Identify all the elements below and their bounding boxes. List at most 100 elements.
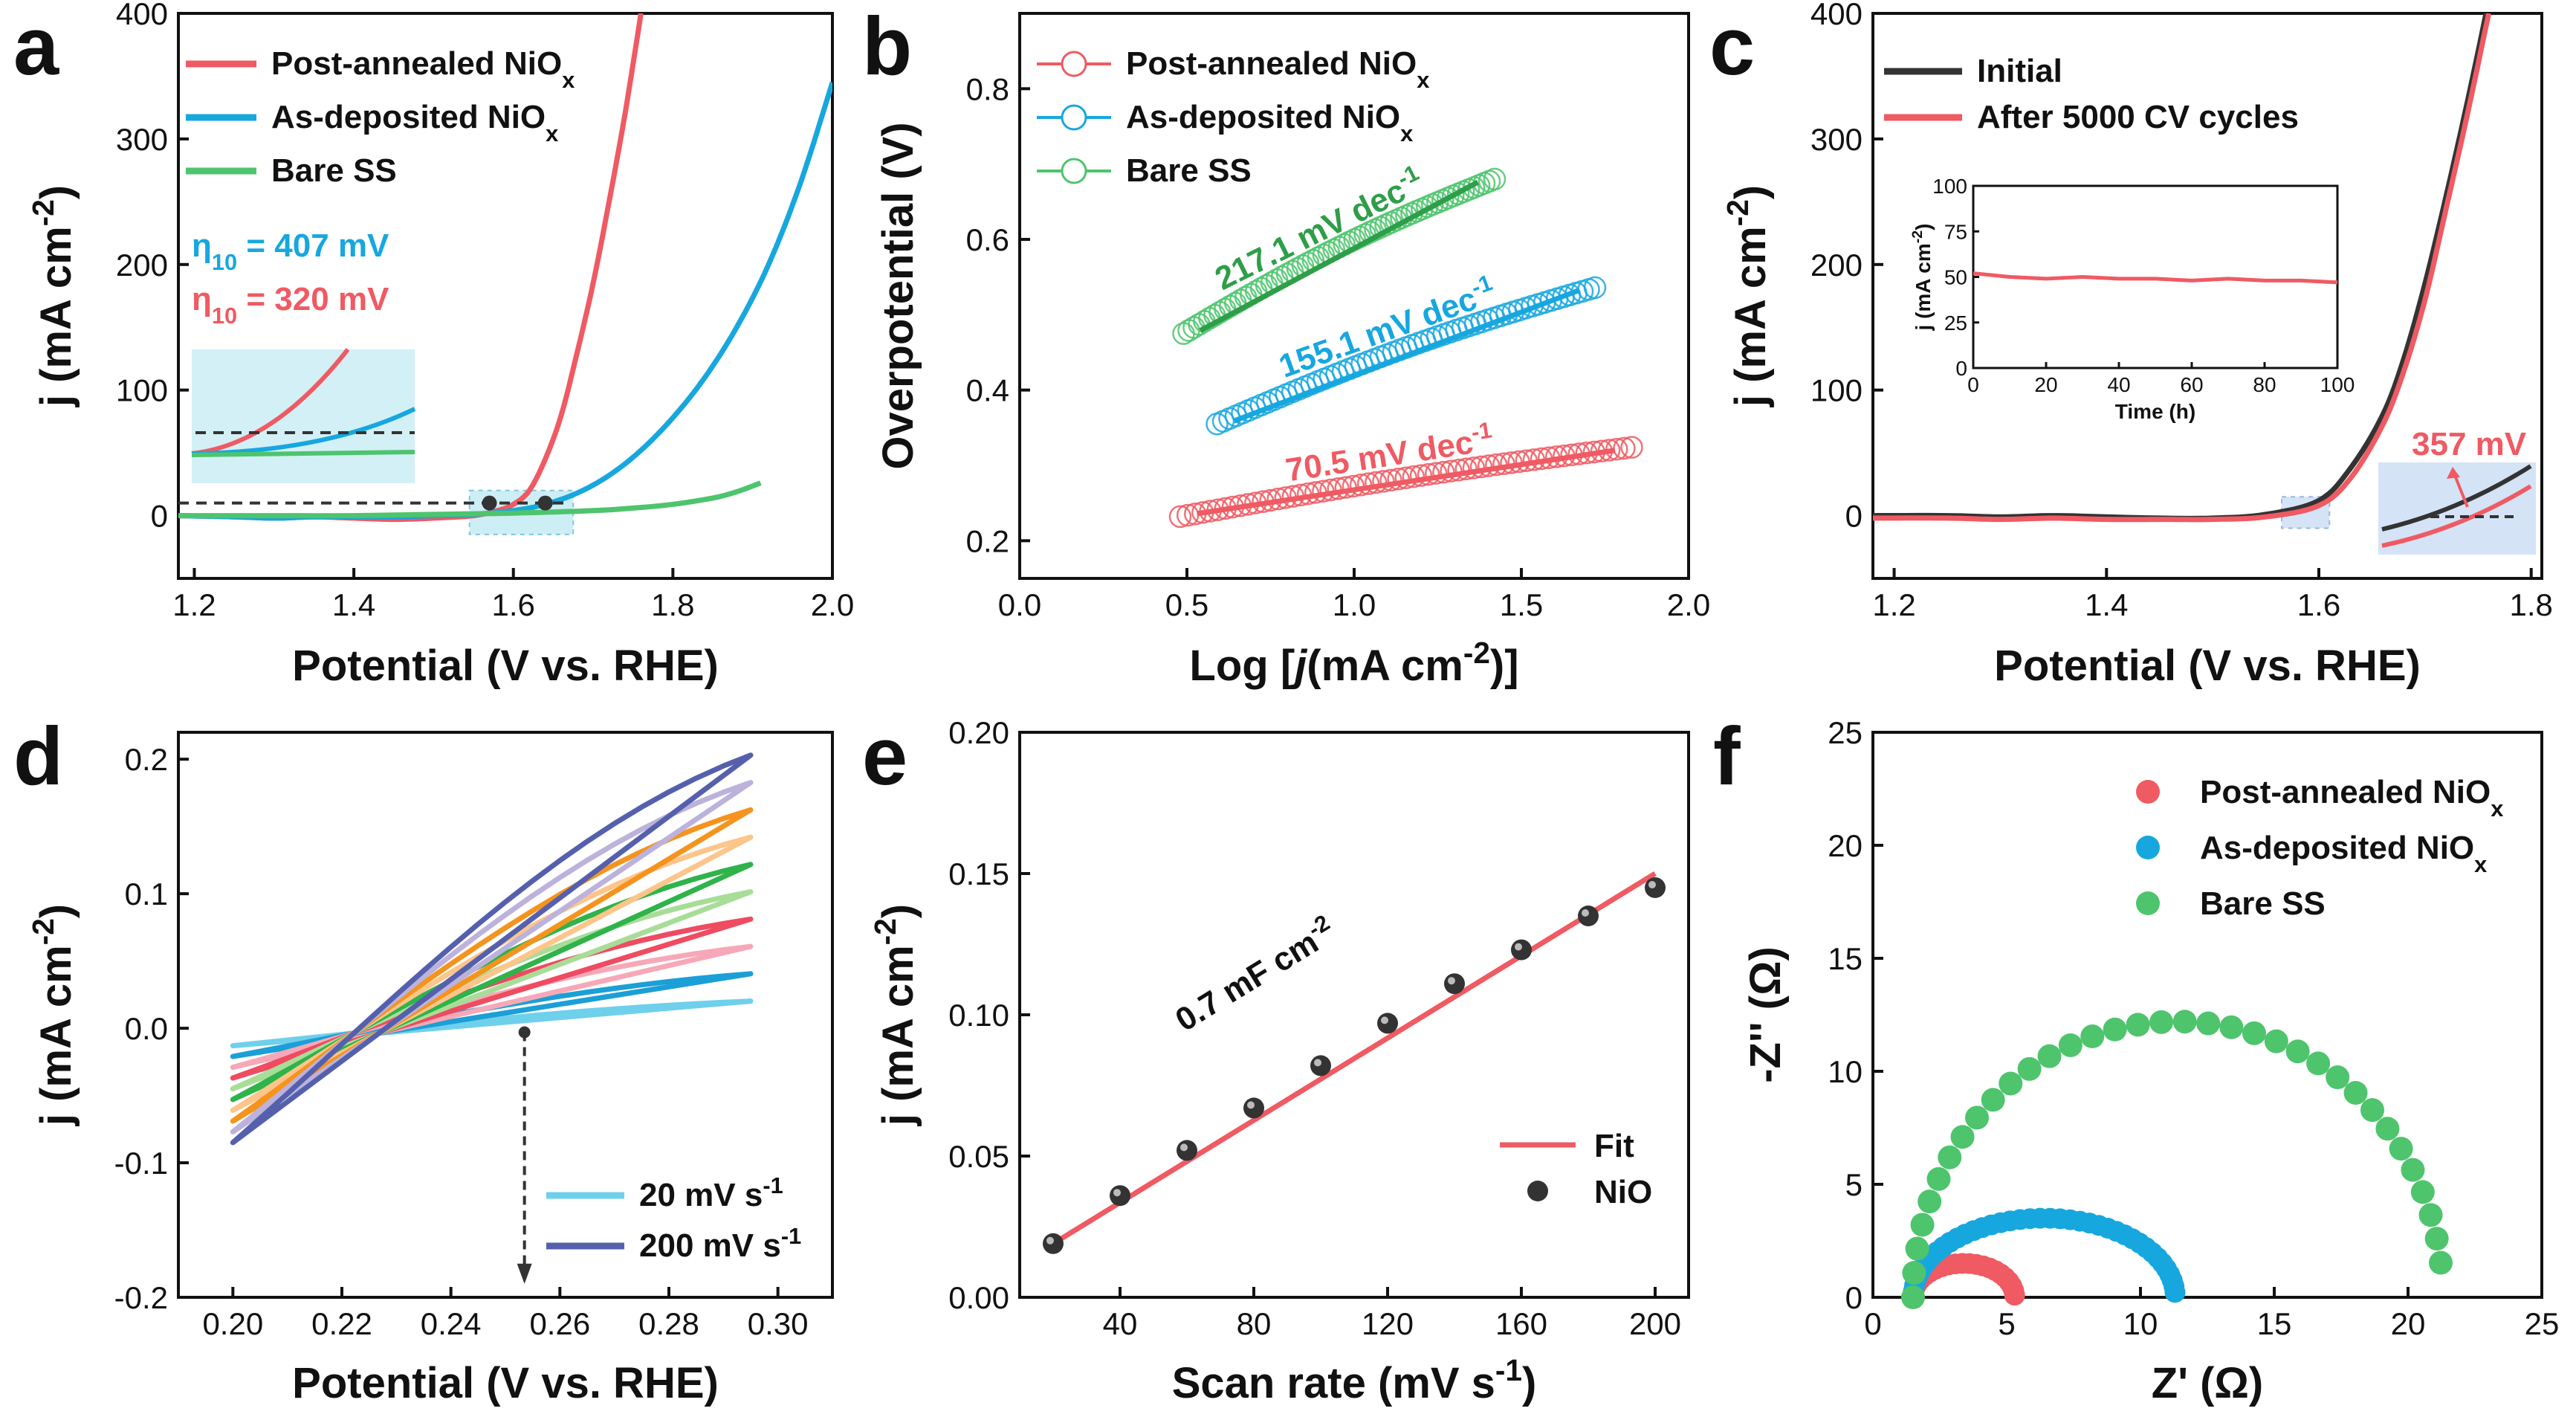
panel-e-point-9 bbox=[1645, 877, 1666, 898]
panel-e-legend-fit-label: Fit bbox=[1594, 1128, 1634, 1164]
panel-a-ytick-label: 100 bbox=[116, 373, 168, 408]
panel-f-ytick-label: 10 bbox=[1828, 1054, 1863, 1089]
panel-c-xlabel: Potential (V vs. RHE) bbox=[1994, 642, 2421, 690]
panel-e-xlabel: Scan rate (mV s-1) bbox=[1172, 1353, 1537, 1407]
panel-c-ytick-label: 200 bbox=[1810, 248, 1863, 283]
panel-c-inset-ytick-label: 50 bbox=[1944, 266, 1967, 289]
panel-f-point-2 bbox=[2418, 1203, 2443, 1227]
panel-f-xlabel: Z' (Ω) bbox=[2152, 1359, 2263, 1407]
panel-a-annotation-1-part: 10 bbox=[212, 303, 237, 329]
panel-a-legend-label-0-part: x bbox=[562, 67, 575, 93]
panel-a-ytick-label: 400 bbox=[116, 0, 168, 31]
panel-d-ytick-label: -0.2 bbox=[114, 1280, 168, 1315]
panel-a-ytick-label: 200 bbox=[116, 248, 168, 283]
panel-c-inset-xtick-label: 100 bbox=[2320, 373, 2355, 396]
panel-c-legend-label-0: Initial bbox=[1977, 53, 2062, 89]
panel-f-point-2 bbox=[2242, 1021, 2266, 1045]
panel-b-xtick-label: 0.0 bbox=[998, 587, 1041, 622]
panel-d-legend-label-1: 200 mV s-1 bbox=[639, 1223, 801, 1265]
panel-b-point-2 bbox=[1483, 167, 1507, 191]
panel-f-point-2 bbox=[2285, 1039, 2310, 1064]
panel-a-annotation-0-part: = 407 mV bbox=[237, 227, 389, 264]
panel-c-xtick-label: 1.8 bbox=[2510, 587, 2553, 622]
panel-f-point-2 bbox=[2401, 1158, 2425, 1182]
panel-e-ylabel: j (mA cm-2) bbox=[868, 904, 922, 1126]
panel-f-point-2 bbox=[2126, 1013, 2150, 1037]
panel-d-xtick-label: 0.24 bbox=[421, 1306, 482, 1341]
panel-c-inset-ytick-label: 100 bbox=[1932, 175, 1967, 198]
panel-b-legend-label-0: Post-annealed NiOx bbox=[1126, 45, 1429, 93]
panel-d-xtick-label: 0.22 bbox=[311, 1306, 372, 1341]
panel-e-ylabel-part: ) bbox=[874, 904, 922, 918]
panel-e-point-8 bbox=[1578, 906, 1599, 926]
panel-f-legend-label-2-part: Bare SS bbox=[2200, 885, 2326, 922]
panel-f-point-2 bbox=[2219, 1015, 2244, 1039]
panel-b-fit-2 bbox=[1199, 179, 1480, 333]
panel-d-legend-label-0-part: -1 bbox=[763, 1172, 783, 1198]
panel-a-legend-label-1: As-deposited NiOx bbox=[271, 99, 558, 146]
panel-c-inset-ylabel-part: -2 bbox=[1909, 230, 1926, 244]
panel-d-ytick-label: -0.1 bbox=[114, 1146, 168, 1181]
panel-a-inset-red bbox=[191, 348, 350, 456]
panel-e-slope-part: 0.7 mF cm bbox=[1169, 924, 1324, 1039]
panel-b-xlabel-part: )] bbox=[1490, 642, 1519, 690]
panel-e-xtick-label: 120 bbox=[1362, 1306, 1414, 1341]
panel-e-xlabel-part: Scan rate (mV s bbox=[1172, 1359, 1495, 1407]
panel-f-point-2 bbox=[2264, 1029, 2288, 1053]
panel-b-point-1 bbox=[1583, 276, 1607, 300]
panel-c-inset-xlabel: Time (h) bbox=[2115, 400, 2195, 423]
panel-e-ytick-label: 0.05 bbox=[948, 1139, 1009, 1174]
panel-d-ytick-label: 0.0 bbox=[125, 1011, 168, 1046]
panel-b-legend-marker-2 bbox=[1061, 158, 1087, 184]
panel-a-legend-label-1-part: As-deposited NiO bbox=[271, 99, 546, 135]
panel-e-legend-nio-label: NiO bbox=[1594, 1174, 1652, 1210]
panel-d-ytick-label: 0.1 bbox=[125, 877, 168, 911]
panel-d-arrow-start bbox=[518, 1026, 531, 1039]
panel-f-legend-marker-1 bbox=[2136, 836, 2160, 859]
panel-f-ylabel: -Z'' (Ω) bbox=[1741, 946, 1790, 1083]
panel-c-inset-xtick-label: 20 bbox=[2034, 373, 2057, 396]
panel-d-xtick-label: 0.30 bbox=[748, 1306, 809, 1341]
panel-a-xtick-label: 2.0 bbox=[811, 587, 854, 622]
panel-e-ytick-label: 0.20 bbox=[948, 715, 1009, 750]
panel-a-ylabel: j (mA cm-2) bbox=[26, 185, 80, 407]
panel-e-point-shine-8 bbox=[1582, 909, 1589, 917]
panel-f-legend-label-1-part: x bbox=[2474, 851, 2487, 877]
panel-f-ytick-label: 20 bbox=[1828, 828, 1863, 863]
panel-b-ytick-label: 0.6 bbox=[966, 222, 1009, 257]
panel-c-inset-ylabel: j (mA cm-2) bbox=[1909, 224, 1935, 332]
panel-e-point-shine-7 bbox=[1515, 943, 1522, 951]
panel-e-ylabel-part: j (mA cm bbox=[874, 945, 922, 1126]
panel-e-xlabel-part: ) bbox=[1522, 1359, 1536, 1407]
panel-e-point-shine-9 bbox=[1648, 881, 1656, 888]
panel-f-point-2 bbox=[1901, 1285, 1925, 1309]
panel-e-fit-line bbox=[1052, 871, 1657, 1246]
panel-a-legend-label-0-part: Post-annealed NiO bbox=[271, 45, 562, 82]
panel-e-point-shine-4 bbox=[1314, 1059, 1321, 1067]
panel-e-ytick-label: 0.10 bbox=[948, 998, 1009, 1033]
panel-d-legend-label-1-part: 200 mV s bbox=[639, 1227, 781, 1264]
panel-a-annotation-0-part: 10 bbox=[212, 249, 237, 275]
panel-d-xtick-label: 0.26 bbox=[529, 1306, 590, 1341]
panel-b-xlabel: Log [j(mA cm-2)] bbox=[1189, 636, 1518, 690]
panel-f-point-2 bbox=[1999, 1071, 2023, 1096]
panel-c-inset-series bbox=[1973, 271, 2338, 285]
panel-e-point-shine-0 bbox=[1046, 1236, 1054, 1245]
panel-d-frame bbox=[177, 731, 834, 1299]
panel-f-legend-marker-0 bbox=[2136, 780, 2160, 804]
panel-e-point-4 bbox=[1310, 1055, 1331, 1077]
panel-f-point-2 bbox=[2103, 1017, 2127, 1042]
panel-c-inset-xtick-label: 60 bbox=[2180, 373, 2203, 396]
panel-d-ylabel-part: ) bbox=[32, 904, 80, 918]
panel-e-point-6 bbox=[1444, 973, 1465, 995]
panel-e-point-shine-6 bbox=[1448, 977, 1455, 985]
panel-f-xtick-label: 15 bbox=[2257, 1306, 2292, 1341]
panel-a-marker-1 bbox=[537, 495, 553, 511]
panel-f-point-1 bbox=[2164, 1282, 2186, 1303]
panel-f-point-2 bbox=[1965, 1105, 1990, 1130]
panel-e-point-2 bbox=[1177, 1140, 1197, 1161]
panel-e-point-shine-5 bbox=[1381, 1016, 1388, 1024]
panel-d-ytick-label: 0.2 bbox=[125, 742, 168, 777]
panel-c-ylabel-part: j (mA cm bbox=[1726, 226, 1775, 407]
panel-b-legend-label-2-part: Bare SS bbox=[1126, 152, 1252, 189]
